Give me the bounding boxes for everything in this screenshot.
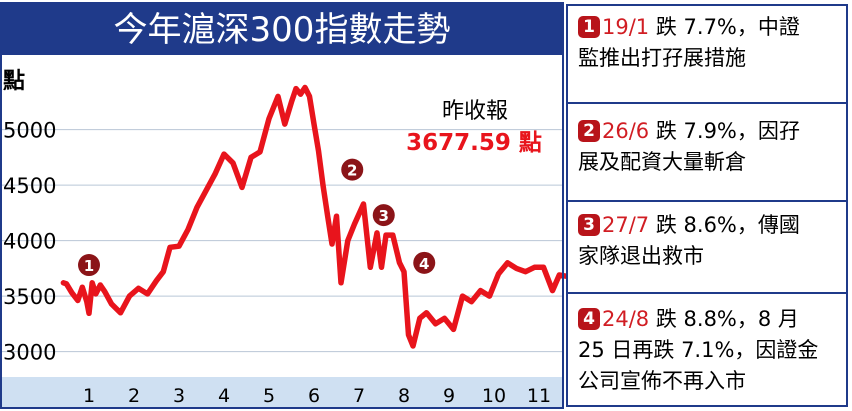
y-tick-label: 3000 xyxy=(3,341,56,365)
marker-circle xyxy=(78,254,100,277)
plot-border xyxy=(0,2,564,409)
note-text: 公司宣佈不再入市 xyxy=(578,369,746,393)
x-tick-label: 9 xyxy=(443,385,455,407)
gridlines xyxy=(0,129,562,353)
x-tick-label: 3 xyxy=(173,385,185,407)
note-text: 監推出打孖展措施 xyxy=(578,46,746,70)
y-tick-label: 5000 xyxy=(3,119,56,143)
note-date: 24/8 xyxy=(602,307,650,331)
note-3: 3 27/7 跌 8.6%，傳國 家隊退出救市 xyxy=(568,204,846,272)
note-date: 27/7 xyxy=(602,213,650,237)
x-tick-label: 8 xyxy=(398,385,410,407)
x-tick-labels: 1 2 3 4 5 6 7 8 9 10 11 xyxy=(83,385,551,407)
x-tick-label: 1 xyxy=(83,385,95,407)
x-tick-label: 6 xyxy=(308,385,320,407)
note-text: 跌 8.6%，傳國 xyxy=(655,213,800,237)
annotation-markers: 1 2 3 4 xyxy=(78,158,436,277)
note-date: 19/1 xyxy=(602,15,650,39)
note-text: 展及配資大量斬倉 xyxy=(578,150,746,174)
marker-label: 3 xyxy=(379,207,389,225)
annotation-marker: 1 xyxy=(78,254,100,277)
note-number: 2 xyxy=(578,120,600,142)
axis-strip xyxy=(0,377,562,409)
note-2: 2 26/6 跌 7.9%，因孖 展及配資大量斬倉 xyxy=(568,110,846,178)
annotation-marker: 4 xyxy=(413,251,436,274)
note-text: 25 日再跌 7.1%，因證金 xyxy=(578,338,819,362)
marker-label: 2 xyxy=(347,162,357,180)
x-tick-label: 2 xyxy=(128,385,140,407)
note-4: 4 24/8 跌 8.8%，8 月 25 日再跌 7.1%，因證金 公司宣佈不再入… xyxy=(568,298,846,397)
x-tick-label: 11 xyxy=(527,385,551,407)
notes-panel: 1 19/1 跌 7.7%，中證 監推出打孖展措施 2 26/6 跌 7.9%，因孖… xyxy=(566,4,848,407)
marker-label: 4 xyxy=(419,255,429,273)
note-number: 4 xyxy=(578,308,600,330)
x-tick-label: 5 xyxy=(263,385,275,407)
divider xyxy=(568,292,846,294)
note-text: 跌 7.7%，中證 xyxy=(655,15,800,39)
series-line xyxy=(60,84,566,349)
chart-title: 今年滬深300指數走勢 xyxy=(114,10,451,50)
y-tick-label: 3500 xyxy=(3,285,56,309)
note-text: 家隊退出救市 xyxy=(578,244,704,268)
divider xyxy=(568,200,846,202)
divider xyxy=(568,102,846,104)
title-banner xyxy=(2,3,562,55)
note-number: 3 xyxy=(578,214,600,236)
annotation-marker: 2 xyxy=(341,158,364,181)
note-1: 1 19/1 跌 7.7%，中證 監推出打孖展措施 xyxy=(568,6,846,74)
y-tick-labels: 3000 3500 4000 4500 5000 xyxy=(3,119,56,365)
last-close-label: 昨收報 xyxy=(442,99,508,124)
note-text: 跌 8.8%，8 月 xyxy=(655,307,799,331)
note-number: 1 xyxy=(578,16,600,38)
chart: 今年滬深300指數走勢 點 3000 3500 4000 4500 5000 1 2 3 4 5… xyxy=(0,2,566,409)
marker-circle xyxy=(372,204,395,227)
marker-label: 1 xyxy=(84,257,94,275)
annotation-marker: 3 xyxy=(372,204,395,227)
marker-circle xyxy=(413,251,436,274)
y-tick-label: 4000 xyxy=(3,230,56,254)
marker-circle xyxy=(341,158,364,181)
y-axis-label: 點 xyxy=(3,69,25,94)
x-tick-label: 4 xyxy=(218,385,230,407)
y-tick-label: 4500 xyxy=(3,174,56,198)
note-date: 26/6 xyxy=(602,119,650,143)
note-text: 跌 7.9%，因孖 xyxy=(655,119,800,143)
x-tick-label: 7 xyxy=(353,385,365,407)
last-close-value: 3677.59 點 xyxy=(406,130,542,156)
x-tick-label: 10 xyxy=(482,385,506,407)
